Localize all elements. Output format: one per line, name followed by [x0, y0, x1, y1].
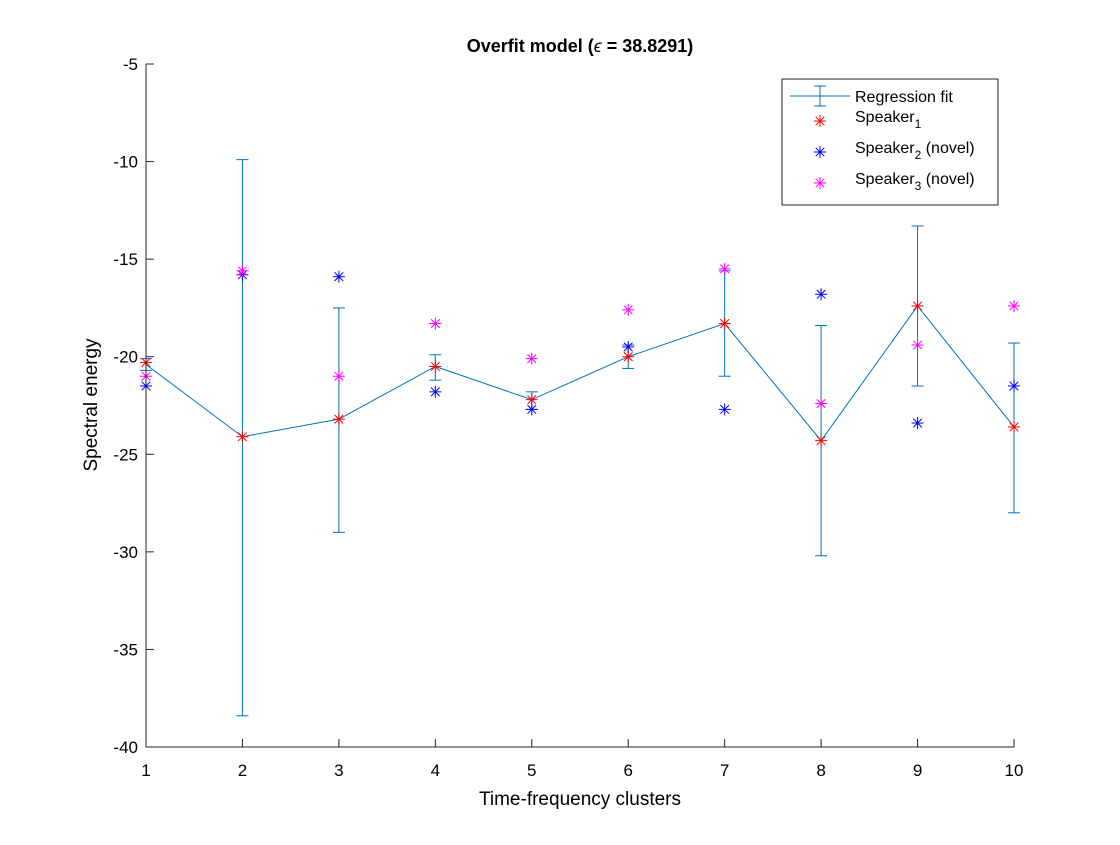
legend-label-base: Speaker: [855, 140, 915, 157]
legend-entry-s2: Speaker2 (novel): [814, 140, 975, 162]
legend-label-s2: Speaker2 (novel): [855, 140, 975, 162]
x-tick-label: 10: [1005, 761, 1024, 780]
point-s1: [815, 434, 828, 447]
legend-label-suffix: (novel): [921, 140, 974, 157]
legend-label-sub: 1: [915, 117, 922, 131]
legend-label-sub: 2: [915, 148, 922, 162]
legend-box: [781, 78, 999, 206]
chart-title: Overfit model (ϵ = 38.8291): [467, 36, 694, 56]
y-tick-label: -5: [123, 55, 138, 74]
x-tick-label: 3: [334, 761, 343, 780]
point-s1: [332, 413, 345, 426]
legend-entry-s3: Speaker3 (novel): [814, 171, 975, 193]
point-s2: [429, 385, 442, 398]
y-tick-label: -35: [113, 640, 138, 659]
legend-label-base: Speaker: [855, 171, 915, 188]
point-s3: [815, 397, 828, 410]
point-s1: [911, 299, 924, 312]
point-s3: [718, 262, 731, 275]
x-tick-label: 4: [431, 761, 440, 780]
point-s2: [332, 270, 345, 283]
legend-label-s3: Speaker3 (novel): [855, 171, 975, 193]
point-s1: [236, 430, 249, 443]
chart-title-suffix: = 38.8291): [602, 36, 694, 56]
point-s2: [815, 288, 828, 301]
point-s1: [622, 350, 635, 363]
y-tick-label: -15: [113, 250, 138, 269]
plot-area: [140, 159, 1020, 717]
point-s2: [718, 403, 731, 416]
x-tick-label: 7: [720, 761, 729, 780]
legend-entry-fit: Regression fit: [790, 85, 953, 107]
x-tick-label: 9: [913, 761, 922, 780]
legend-marker-s3: [814, 177, 826, 189]
legend-label-s1: Speaker1: [855, 109, 922, 131]
point-s3: [236, 264, 249, 277]
y-axis-label: Spectral energy: [81, 338, 102, 472]
point-s1: [1008, 420, 1020, 433]
legend-label-base: Speaker: [855, 109, 915, 126]
y-tick-label: -30: [113, 543, 138, 562]
legend-marker-s2: [814, 146, 826, 158]
point-s2: [1008, 379, 1020, 392]
point-s1: [718, 317, 731, 330]
y-tick-label: -10: [113, 153, 138, 172]
legend-fit-label: Regression fit: [855, 89, 953, 106]
axes: 1 2 3 4 5 6 7 8 9 10 -5 -10 -15 -20 -25 -30 -35 -40: [113, 55, 1023, 780]
y-tick-label: -40: [113, 738, 138, 757]
point-s3: [622, 303, 635, 316]
y-tick-label: -25: [113, 445, 138, 464]
legend-label-suffix: (novel): [921, 171, 974, 188]
x-tick-label: 1: [141, 761, 150, 780]
point-s3: [525, 352, 538, 365]
point-s3: [1008, 299, 1020, 312]
point-s2: [911, 417, 924, 430]
legend-marker-s1: [814, 115, 826, 127]
chart-title-symbol: ϵ: [594, 36, 603, 56]
point-s1: [525, 393, 538, 406]
x-tick-label: 2: [238, 761, 247, 780]
point-s3: [332, 370, 345, 383]
x-tick-label: 8: [816, 761, 825, 780]
point-s3: [429, 317, 442, 330]
x-axis-label: Time-frequency clusters: [479, 789, 681, 810]
chart-title-prefix: Overfit model (: [467, 36, 594, 56]
legend-label-sub: 3: [915, 179, 922, 193]
point-s3: [911, 339, 924, 352]
point-s1: [429, 360, 442, 373]
regression-fit-line: [145, 305, 1015, 442]
x-tick-label: 6: [623, 761, 632, 780]
legend-entry-s1: Speaker1: [814, 109, 922, 131]
y-tick-label: -20: [113, 348, 138, 367]
x-tick-label: 5: [527, 761, 536, 780]
